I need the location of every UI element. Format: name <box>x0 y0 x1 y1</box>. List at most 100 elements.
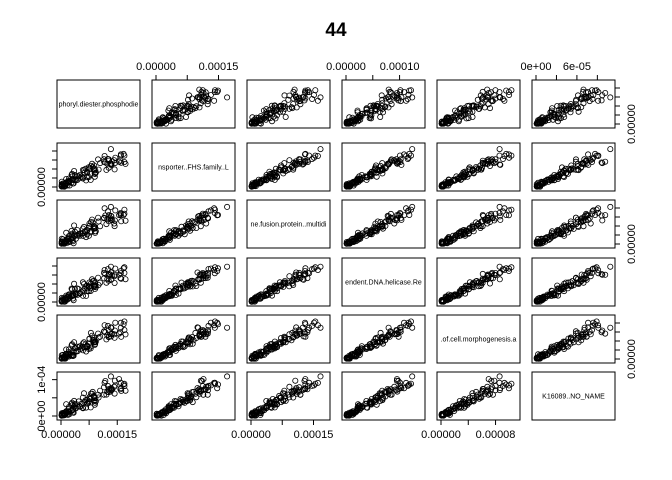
data-point <box>391 92 398 99</box>
panel-frame <box>56 79 141 129</box>
data-point <box>443 410 450 417</box>
data-point <box>496 263 503 270</box>
data-point <box>58 181 65 188</box>
data-point <box>469 167 476 174</box>
data-point <box>92 340 99 347</box>
data-point <box>397 328 404 335</box>
data-point <box>496 209 503 216</box>
data-point <box>551 113 558 120</box>
data-point <box>105 389 112 396</box>
data-point <box>178 279 185 286</box>
data-point <box>406 321 413 328</box>
data-point <box>214 87 221 94</box>
tick-label: 0.00000 <box>41 429 81 441</box>
data-point <box>366 230 373 237</box>
data-point <box>438 120 445 127</box>
tick-label: 0.00015 <box>199 61 239 73</box>
data-point <box>105 277 112 284</box>
data-point <box>108 333 115 340</box>
data-point <box>83 234 90 241</box>
data-point <box>476 165 483 172</box>
data-point <box>204 215 211 222</box>
data-point <box>466 170 473 177</box>
panel-frame <box>531 257 616 307</box>
data-point <box>568 335 575 342</box>
data-point <box>496 276 503 283</box>
tick-label: 0.00000 <box>326 61 366 73</box>
data-point <box>396 152 403 159</box>
data-point <box>387 210 394 217</box>
data-point <box>554 282 561 289</box>
data-point <box>312 87 319 94</box>
data-point <box>372 165 379 172</box>
panel-r2-c6 <box>531 142 616 192</box>
axis-right-row3: 0.00000 <box>614 207 638 264</box>
data-point <box>160 115 167 122</box>
data-point <box>214 89 221 96</box>
data-point <box>97 333 104 340</box>
data-point <box>578 96 585 103</box>
panel-frame <box>436 142 521 192</box>
data-point <box>572 214 579 221</box>
data-point <box>120 321 127 328</box>
data-point <box>317 263 324 270</box>
data-point <box>249 114 256 121</box>
data-point <box>461 401 468 408</box>
data-point <box>356 115 363 122</box>
data-point <box>193 224 200 231</box>
data-point <box>268 170 275 177</box>
data-point <box>485 101 492 108</box>
axis-left-row4: 0.00000 <box>36 265 58 322</box>
data-point <box>478 95 485 102</box>
tick-label: 0.00000 <box>231 429 271 441</box>
data-point <box>347 353 354 360</box>
data-point <box>101 156 108 163</box>
data-point <box>70 406 77 413</box>
data-point <box>391 157 398 164</box>
data-point <box>302 381 309 388</box>
data-point <box>224 324 231 331</box>
data-point <box>444 235 451 242</box>
data-point <box>368 227 375 234</box>
data-point <box>205 266 212 273</box>
data-point <box>101 152 108 159</box>
data-point <box>587 273 594 280</box>
data-point <box>314 379 321 386</box>
data-point <box>404 382 411 389</box>
data-point <box>181 399 188 406</box>
variable-label: nsporter..FHS.family..L <box>158 165 229 172</box>
data-point <box>301 159 308 166</box>
data-point <box>565 105 572 112</box>
data-point <box>108 213 115 220</box>
data-point <box>268 285 275 292</box>
data-point <box>252 183 259 190</box>
data-point <box>63 179 70 186</box>
data-point <box>398 324 405 331</box>
data-point <box>172 347 179 354</box>
data-point <box>74 173 81 180</box>
panel-r2-c4 <box>341 142 426 192</box>
data-point <box>250 410 257 417</box>
data-point <box>567 109 574 116</box>
data-point <box>121 210 128 217</box>
data-point <box>451 113 458 120</box>
data-point <box>293 94 300 101</box>
data-point <box>409 146 416 153</box>
data-point <box>479 387 486 394</box>
data-point <box>542 179 549 186</box>
data-point <box>595 324 602 331</box>
data-point <box>554 112 561 119</box>
data-point <box>547 113 554 120</box>
data-point <box>480 160 487 167</box>
data-point <box>111 220 118 227</box>
data-point <box>250 353 257 360</box>
data-point <box>297 275 304 282</box>
data-point <box>86 165 93 172</box>
data-point <box>122 331 129 338</box>
data-point <box>290 281 297 288</box>
data-point <box>304 275 311 282</box>
tick-label: 0.00015 <box>294 429 334 441</box>
data-point <box>186 92 193 99</box>
data-point <box>200 212 207 219</box>
data-point <box>482 216 489 223</box>
